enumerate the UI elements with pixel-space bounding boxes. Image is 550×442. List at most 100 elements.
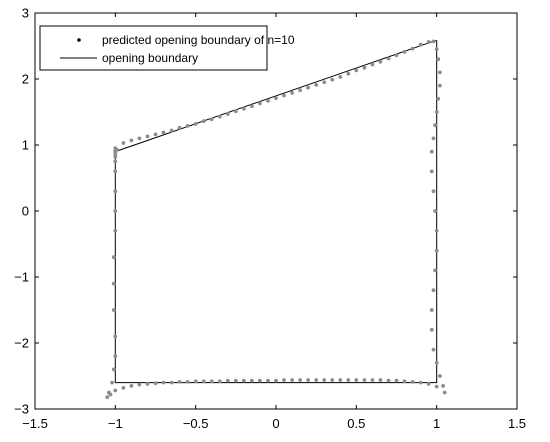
predicted-point <box>354 68 359 73</box>
predicted-point <box>410 380 415 384</box>
y-tick-label: 0 <box>22 204 29 219</box>
predicted-point <box>438 83 442 88</box>
predicted-point <box>282 93 286 98</box>
y-tick-label: −3 <box>14 402 29 417</box>
x-tick-label: −1.5 <box>22 416 48 431</box>
predicted-point <box>429 327 434 332</box>
predicted-point <box>266 378 270 383</box>
predicted-point <box>258 378 262 383</box>
y-tick-label: 3 <box>22 6 29 21</box>
predicted-point <box>274 378 278 383</box>
predicted-point <box>137 382 142 387</box>
predicted-point <box>161 380 166 385</box>
predicted-point <box>429 169 434 174</box>
predicted-point <box>418 42 423 47</box>
predicted-point <box>394 53 399 58</box>
predicted-point <box>217 379 222 384</box>
predicted-point <box>298 88 302 93</box>
y-tick-label: −1 <box>14 270 29 285</box>
x-tick-label: −0.5 <box>183 416 209 431</box>
predicted-point <box>274 96 278 100</box>
predicted-point <box>129 384 134 388</box>
predicted-point <box>290 378 294 382</box>
predicted-point <box>378 59 383 64</box>
predicted-point <box>402 50 407 54</box>
predicted-point <box>111 255 116 260</box>
predicted-point <box>121 386 126 390</box>
plot-frame <box>34 12 518 410</box>
predicted-point <box>338 378 343 382</box>
predicted-point <box>282 378 286 382</box>
predicted-point <box>233 109 238 114</box>
predicted-point <box>434 360 439 365</box>
series-line-opening-boundary <box>114 40 438 384</box>
predicted-point <box>201 379 206 384</box>
predicted-point <box>169 128 174 133</box>
predicted-point <box>436 57 441 62</box>
predicted-point <box>290 91 294 95</box>
predicted-point <box>225 112 230 116</box>
predicted-point <box>433 123 437 128</box>
predicted-point <box>429 149 434 154</box>
predicted-point <box>250 378 254 383</box>
legend-box <box>39 25 268 71</box>
predicted-point <box>169 380 174 385</box>
predicted-point <box>431 39 436 44</box>
x-tick-label: 1 <box>433 416 440 431</box>
predicted-point <box>370 62 375 67</box>
predicted-point <box>217 114 222 119</box>
predicted-point <box>433 209 437 213</box>
y-tick-label: 2 <box>22 72 29 87</box>
predicted-point <box>137 136 142 141</box>
predicted-point <box>434 384 439 389</box>
predicted-point <box>113 228 118 233</box>
predicted-point <box>242 378 246 383</box>
predicted-point <box>177 380 182 384</box>
predicted-point <box>438 374 442 378</box>
predicted-point <box>107 390 111 395</box>
predicted-point <box>113 155 118 159</box>
predicted-point <box>105 395 110 399</box>
legend-marker-predicted <box>77 38 81 42</box>
predicted-point <box>153 132 158 137</box>
predicted-point <box>338 75 343 79</box>
legend-label-opening-boundary: opening boundary <box>102 51 198 65</box>
predicted-point <box>185 124 190 128</box>
predicted-point <box>346 71 351 76</box>
predicted-point <box>410 46 415 51</box>
predicted-point <box>442 390 447 395</box>
predicted-point <box>434 248 439 253</box>
predicted-point <box>434 110 439 114</box>
predicted-point <box>431 347 436 352</box>
predicted-point <box>306 85 310 90</box>
predicted-point <box>434 47 439 52</box>
predicted-point <box>110 380 114 385</box>
y-tick-label: −2 <box>14 336 29 351</box>
predicted-point <box>362 65 367 70</box>
predicted-point <box>386 378 391 383</box>
predicted-point <box>113 169 118 174</box>
predicted-point <box>209 379 214 384</box>
predicted-point <box>121 141 126 145</box>
predicted-point <box>441 384 445 388</box>
predicted-point <box>145 134 150 139</box>
predicted-point <box>153 381 158 386</box>
predicted-point <box>113 354 118 359</box>
predicted-point <box>113 209 118 213</box>
predicted-point <box>129 138 134 143</box>
predicted-point <box>225 378 230 383</box>
legend-label-predicted: predicted opening boundary of n=10 <box>102 33 295 47</box>
predicted-point <box>426 40 431 44</box>
predicted-point <box>201 119 206 124</box>
predicted-point <box>438 70 442 75</box>
predicted-point <box>111 281 116 286</box>
predicted-point <box>431 288 436 293</box>
predicted-point <box>298 378 302 382</box>
plot-layer <box>105 39 447 399</box>
predicted-point <box>113 388 118 393</box>
predicted-point <box>431 189 436 194</box>
predicted-point <box>145 382 150 386</box>
predicted-point <box>402 379 407 384</box>
predicted-point <box>193 122 198 126</box>
predicted-point <box>161 130 166 135</box>
